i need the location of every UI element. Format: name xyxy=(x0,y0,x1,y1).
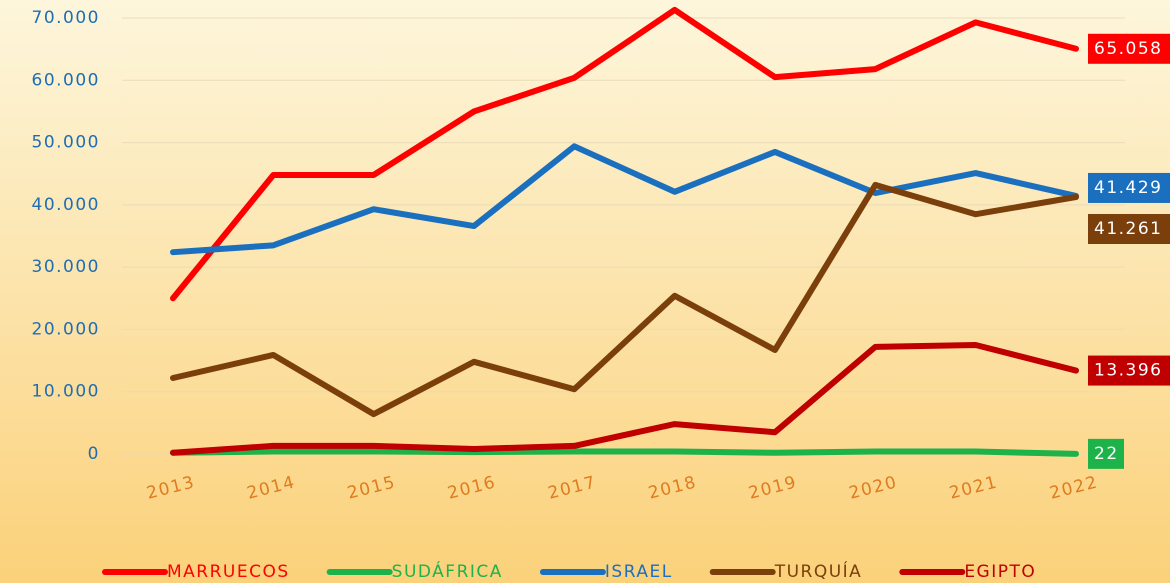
y-tick-label: 10.000 xyxy=(32,382,100,402)
value-label: 13.396 xyxy=(1094,361,1162,381)
value-label: 41.261 xyxy=(1094,219,1162,239)
value-label: 22 xyxy=(1094,444,1119,464)
value-label: 41.429 xyxy=(1094,178,1162,198)
series-line xyxy=(170,342,1079,456)
series-line xyxy=(170,181,1079,418)
y-tick-label: 70.000 xyxy=(32,8,100,28)
value-label-box xyxy=(1088,355,1170,386)
y-tick-label: 60.000 xyxy=(32,70,100,90)
series-line xyxy=(170,448,1079,457)
y-tick-label: 20.000 xyxy=(32,319,100,339)
value-label-box xyxy=(1088,172,1170,203)
value-label-box xyxy=(1088,438,1124,469)
value-label-box xyxy=(1088,33,1170,64)
legend-label: SUDÁFRICA xyxy=(392,560,503,582)
y-tick-label: 0 xyxy=(88,444,100,464)
legend-label: EGIPTO xyxy=(964,562,1036,582)
legend-label: ISRAEL xyxy=(605,562,673,582)
y-tick-label: 40.000 xyxy=(32,195,100,215)
y-tick-label: 50.000 xyxy=(32,133,100,153)
value-label-box xyxy=(1088,214,1170,245)
legend-label: TURQUÍA xyxy=(774,560,863,582)
y-tick-label: 30.000 xyxy=(32,257,100,277)
value-label: 65.058 xyxy=(1094,39,1162,59)
series-line xyxy=(170,6,1079,302)
legend-label: MARRUECOS xyxy=(167,562,290,582)
series-line xyxy=(170,143,1079,256)
